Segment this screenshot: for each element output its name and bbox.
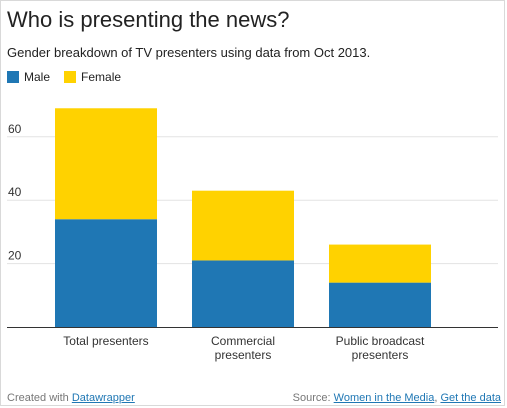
y-tick-label-20: 20 [8, 249, 22, 263]
legend-label-female: Female [81, 70, 122, 84]
legend-item-female: Female [64, 70, 121, 84]
bar-female-1 [55, 108, 157, 220]
legend-swatch-male [7, 71, 19, 83]
bar-male-2 [192, 260, 294, 327]
legend: Male Female [7, 70, 135, 84]
legend-item-male: Male [7, 70, 50, 84]
get-data-link[interactable]: Get the data [440, 392, 501, 404]
footer-credit: Created with Datawrapper [7, 392, 135, 404]
y-tick-label-60: 60 [8, 122, 22, 136]
bar-female-3 [329, 244, 431, 283]
datawrapper-link[interactable]: Datawrapper [71, 392, 135, 404]
legend-swatch-female [64, 71, 77, 83]
footer-separator: , [434, 392, 438, 404]
bar-male-3 [329, 282, 431, 327]
category-label-1: Total presenters [63, 334, 148, 348]
legend-label-male: Male [24, 70, 51, 84]
bar-chart: 20 40 60 Total presenters Commercial presente… [7, 108, 498, 362]
source-link[interactable]: Women in the Media [333, 392, 435, 404]
source-prefix: Source: [292, 392, 331, 404]
bar-male-1 [55, 219, 157, 327]
category-label-3: Public broadcast presenters [336, 334, 425, 362]
created-with-text: Created with [7, 392, 69, 404]
footer-source: Source: Women in the Media, Get the data [293, 392, 501, 404]
bar-female-2 [192, 190, 294, 261]
chart-title: Who is presenting the news? [7, 7, 290, 32]
chart-subtitle: Gender breakdown of TV presenters using … [7, 45, 371, 60]
category-label-2: Commercial presenters [211, 334, 275, 362]
y-tick-label-40: 40 [8, 185, 22, 199]
